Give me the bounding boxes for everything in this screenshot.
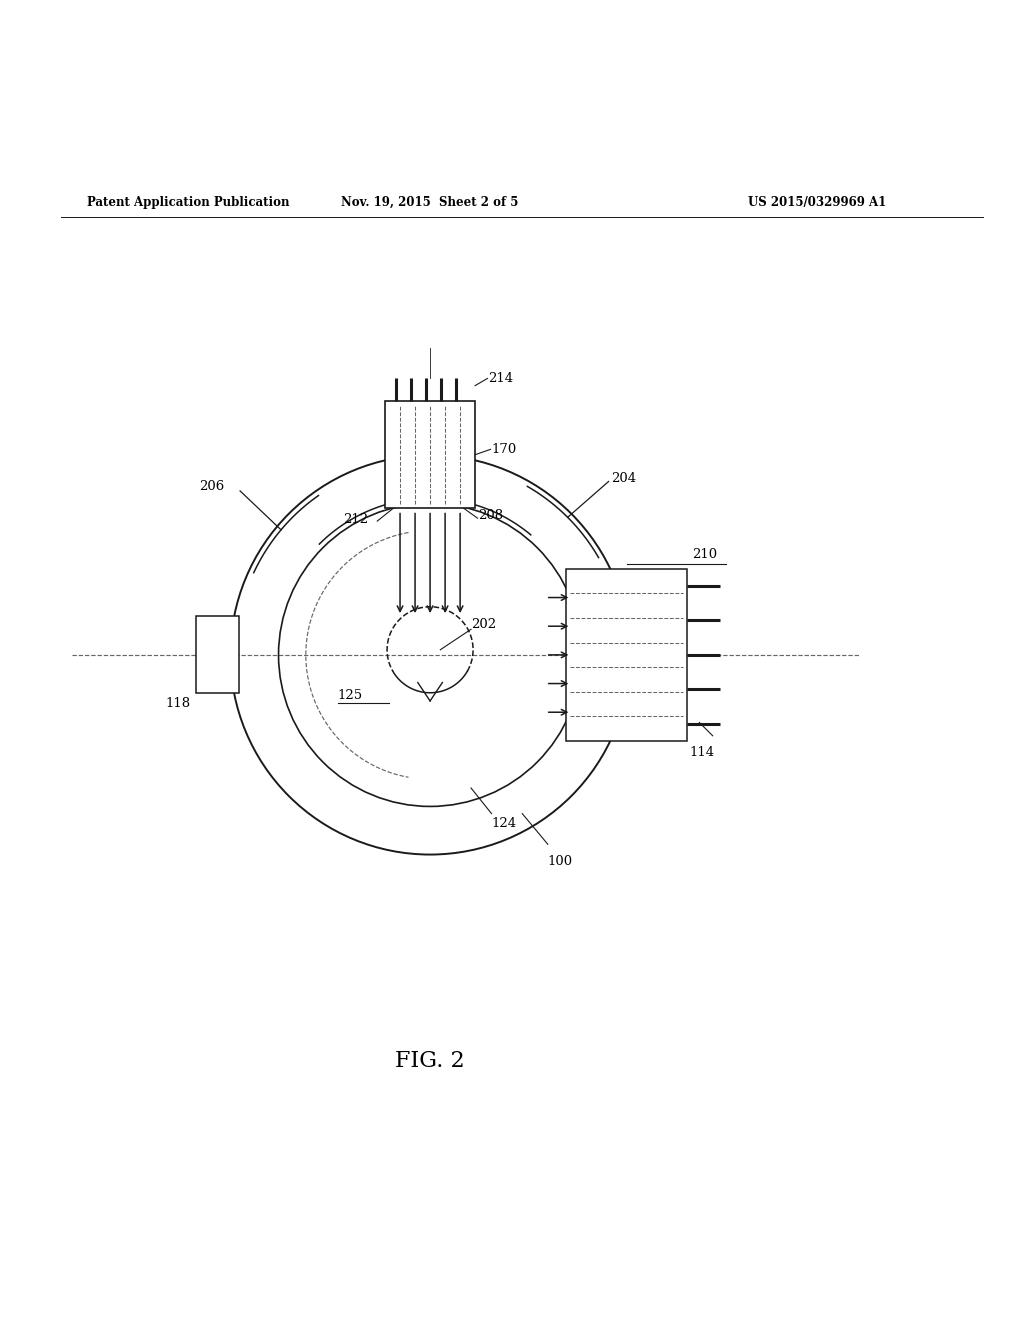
Text: 100: 100 <box>548 854 573 867</box>
Text: Patent Application Publication: Patent Application Publication <box>87 195 290 209</box>
Bar <box>385 401 475 508</box>
Text: FIG. 2: FIG. 2 <box>395 1051 465 1072</box>
Text: 114: 114 <box>689 746 714 759</box>
Text: 170: 170 <box>492 442 517 455</box>
Bar <box>566 569 687 741</box>
Text: 202: 202 <box>471 618 497 631</box>
Text: 206: 206 <box>199 480 224 494</box>
Text: 208: 208 <box>478 508 504 521</box>
Text: 125: 125 <box>338 689 364 702</box>
Text: 214: 214 <box>488 372 514 385</box>
Text: 118: 118 <box>165 697 190 710</box>
Text: 210: 210 <box>692 548 717 561</box>
Text: 204: 204 <box>610 471 636 484</box>
Text: Nov. 19, 2015  Sheet 2 of 5: Nov. 19, 2015 Sheet 2 of 5 <box>341 195 519 209</box>
Text: 212: 212 <box>343 512 369 525</box>
Text: US 2015/0329969 A1: US 2015/0329969 A1 <box>748 195 886 209</box>
Bar <box>566 569 687 741</box>
Text: 124: 124 <box>492 817 517 830</box>
Bar <box>196 616 239 693</box>
